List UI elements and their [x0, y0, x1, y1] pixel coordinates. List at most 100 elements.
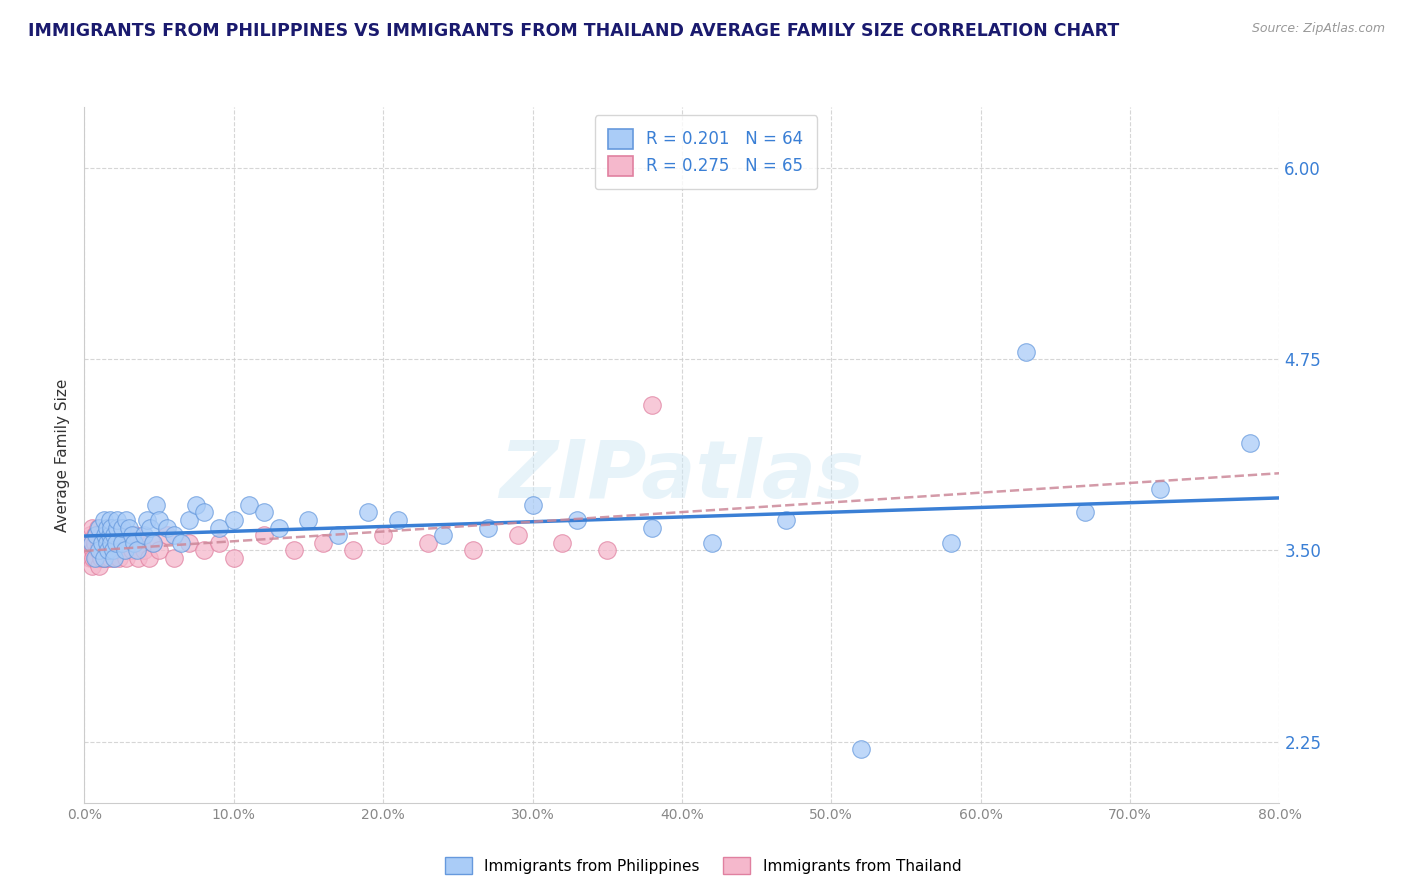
Point	[90, 528, 112, 542]
Point	[101, 543, 124, 558]
Point	[328, 528, 350, 542]
Legend: R = 0.201   N = 64, R = 0.275   N = 65: R = 0.201 N = 64, R = 0.275 N = 65	[595, 115, 817, 189]
Point	[373, 528, 395, 542]
Point	[477, 520, 499, 534]
Point	[100, 543, 122, 558]
Point	[90, 551, 112, 566]
Point	[127, 551, 149, 566]
Point	[105, 513, 128, 527]
Point	[104, 536, 127, 550]
Point	[97, 543, 120, 558]
Point	[939, 536, 962, 550]
Point	[138, 551, 160, 566]
Point	[132, 543, 156, 558]
Point	[94, 536, 117, 550]
Point	[80, 520, 103, 534]
Point	[79, 551, 101, 566]
Point	[186, 498, 208, 512]
Text: Source: ZipAtlas.com: Source: ZipAtlas.com	[1251, 22, 1385, 36]
Point	[297, 513, 319, 527]
Point	[125, 543, 148, 558]
Point	[142, 536, 165, 550]
Point	[91, 536, 114, 550]
Point	[208, 536, 231, 550]
Point	[82, 543, 104, 558]
Point	[93, 551, 115, 566]
Point	[105, 520, 128, 534]
Point	[1149, 483, 1171, 497]
Point	[98, 536, 121, 550]
Point	[89, 543, 111, 558]
Point	[416, 536, 439, 550]
Point	[700, 536, 723, 550]
Point	[87, 543, 110, 558]
Point	[596, 543, 619, 558]
Point	[142, 536, 165, 550]
Point	[129, 536, 152, 550]
Point	[118, 536, 141, 550]
Point	[145, 498, 167, 512]
Point	[96, 528, 118, 542]
Point	[89, 558, 111, 573]
Point	[1074, 505, 1097, 519]
Point	[121, 528, 143, 542]
Point	[357, 505, 380, 519]
Point	[139, 520, 162, 534]
Point	[80, 558, 103, 573]
Point	[163, 551, 186, 566]
Point	[312, 536, 335, 550]
Point	[1239, 436, 1261, 450]
Point	[851, 742, 873, 756]
Point	[121, 543, 143, 558]
Point	[82, 551, 104, 566]
Point	[506, 528, 529, 542]
Point	[111, 520, 134, 534]
Point	[122, 536, 145, 550]
Text: ZIPatlas: ZIPatlas	[499, 437, 865, 515]
Point	[91, 543, 114, 558]
Point	[238, 498, 260, 512]
Point	[208, 520, 231, 534]
Point	[155, 528, 177, 542]
Point	[522, 498, 544, 512]
Y-axis label: Average Family Size: Average Family Size	[55, 378, 70, 532]
Point	[98, 513, 121, 527]
Point	[98, 551, 121, 566]
Point	[89, 520, 111, 534]
Text: IMMIGRANTS FROM PHILIPPINES VS IMMIGRANTS FROM THAILAND AVERAGE FAMILY SIZE CORR: IMMIGRANTS FROM PHILIPPINES VS IMMIGRANT…	[28, 22, 1119, 40]
Point	[97, 543, 120, 558]
Point	[91, 536, 114, 550]
Point	[103, 551, 125, 566]
Point	[342, 543, 364, 558]
Point	[83, 551, 105, 566]
Point	[96, 536, 118, 550]
Point	[177, 536, 200, 550]
Point	[193, 543, 215, 558]
Point	[115, 551, 138, 566]
Point	[111, 536, 134, 550]
Point	[170, 536, 193, 550]
Point	[193, 505, 215, 519]
Point	[114, 543, 136, 558]
Point	[86, 551, 108, 566]
Point	[567, 513, 589, 527]
Point	[461, 543, 484, 558]
Point	[96, 551, 118, 566]
Point	[118, 520, 141, 534]
Point	[551, 536, 574, 550]
Point	[76, 543, 98, 558]
Point	[105, 543, 128, 558]
Point	[103, 551, 125, 566]
Point	[148, 543, 170, 558]
Point	[89, 543, 111, 558]
Point	[79, 528, 101, 542]
Point	[86, 528, 108, 542]
Point	[432, 528, 454, 542]
Point	[177, 513, 200, 527]
Point	[1014, 344, 1036, 359]
Point	[96, 520, 118, 534]
Point	[83, 536, 105, 550]
Point	[115, 513, 138, 527]
Point	[100, 536, 122, 550]
Point	[112, 543, 135, 558]
